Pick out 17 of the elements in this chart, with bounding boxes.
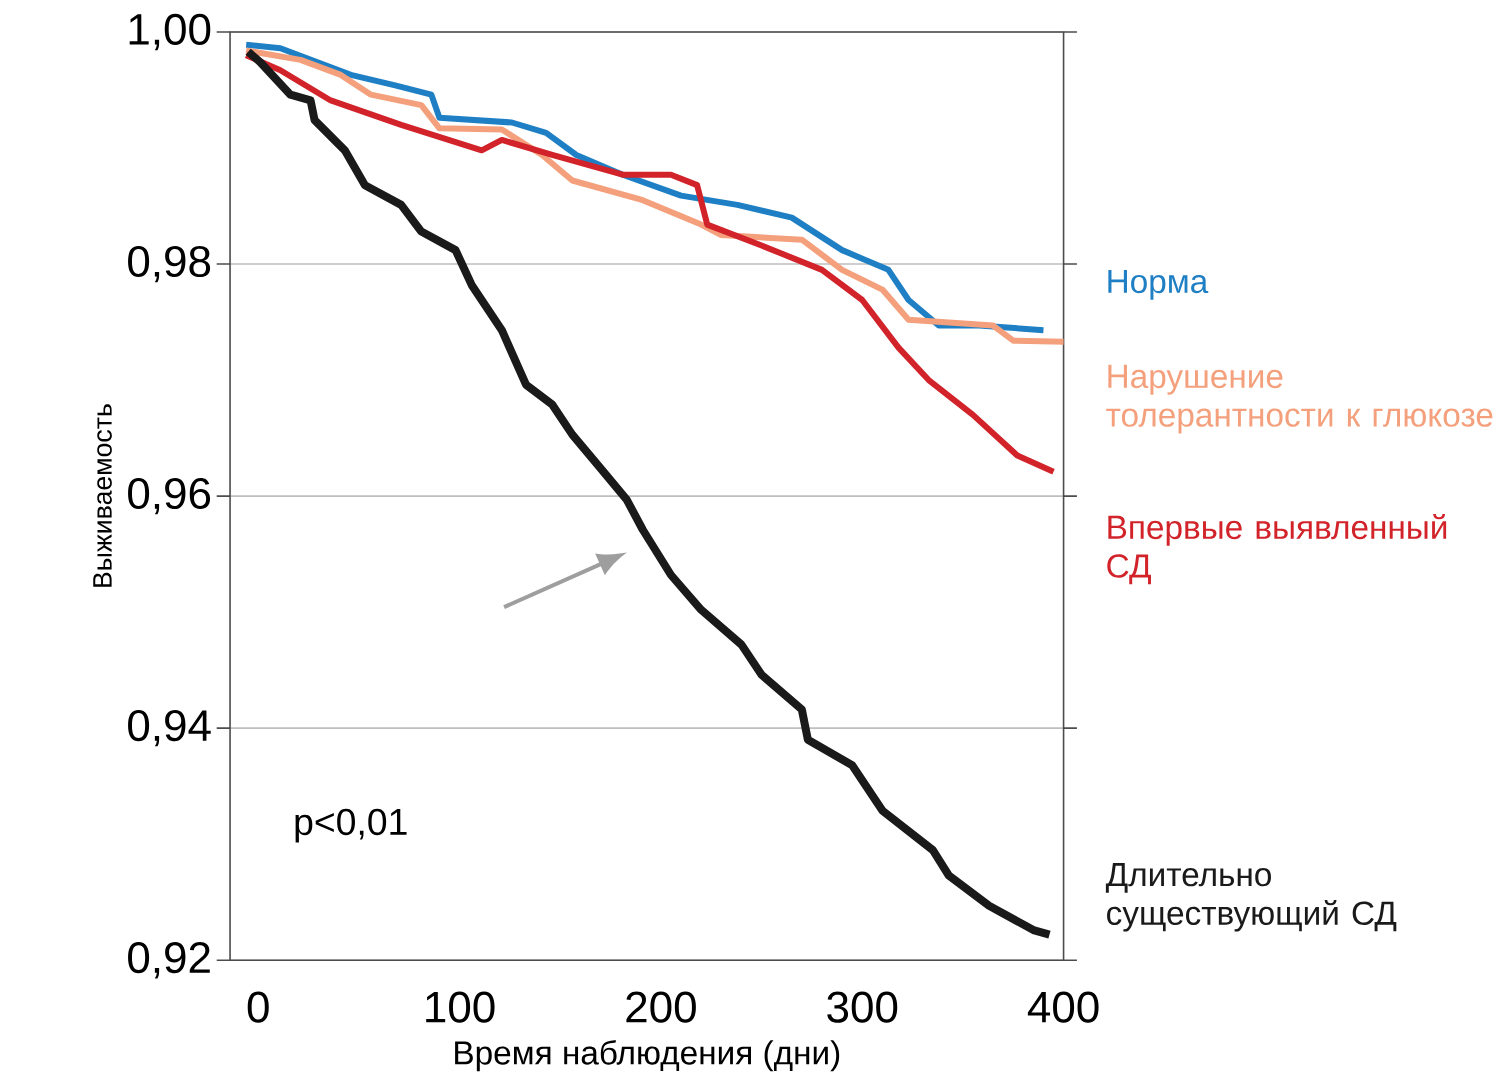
y-axis-title: Выживаемость [93,404,112,587]
y-tick-label: 0,96 [128,477,211,515]
text: Впервые выявленный СД [1107,513,1447,585]
x-tick-label: 100 [426,991,495,1023]
x-tick-label: 400 [1027,991,1099,1023]
y-tick-label: 0,94 [128,709,211,747]
x-tick-label: 0 [247,991,269,1023]
x-axis-title: Время наблюдения (дни) [455,1039,840,1072]
y-tick-label: 1,00 [129,13,211,51]
x-tick-label: 200 [626,991,696,1023]
y-tick-label: 0,98 [128,245,211,283]
annotation: p<0,01 [295,808,407,843]
series-label: Нарушение толерантности к глюкозе [1106,364,1493,434]
y-tick-label: 0,92 [128,941,210,979]
x-tick-label: 300 [827,991,898,1023]
series-label: Длительно существующий СД [1105,862,1397,932]
text: Норма [1108,269,1209,300]
